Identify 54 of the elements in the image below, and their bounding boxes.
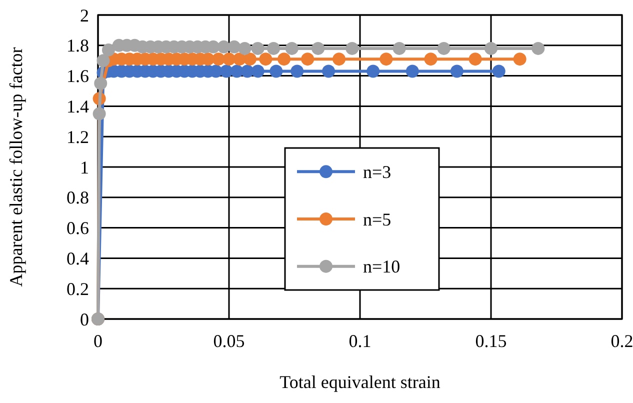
point — [290, 64, 304, 78]
point — [94, 76, 108, 90]
x-tick-label: 0.1 — [348, 331, 372, 351]
point — [238, 42, 252, 55]
point — [285, 42, 298, 55]
x-tick-label: 0 — [94, 331, 102, 351]
y-tick-label: 1 — [80, 157, 89, 178]
point — [92, 107, 106, 120]
legend-label: n=5 — [363, 209, 392, 230]
point — [267, 42, 280, 55]
y-tick-label: 0 — [80, 309, 89, 330]
y-tick-label: 1.8 — [66, 36, 89, 56]
point — [492, 64, 506, 78]
y-tick-label: 0.4 — [66, 248, 89, 268]
x-tick-label: 0.2 — [610, 331, 633, 351]
point — [450, 64, 464, 78]
x-tick-label: 0.05 — [213, 331, 245, 351]
point — [270, 64, 283, 78]
y-tick-label: 1.6 — [66, 66, 89, 86]
y-tick-label: 0.6 — [66, 218, 89, 238]
x-tick-label: 0.15 — [475, 331, 507, 351]
point — [96, 54, 110, 68]
point — [332, 52, 346, 66]
point — [392, 42, 406, 55]
point — [312, 42, 325, 55]
point — [212, 52, 226, 66]
point — [346, 42, 359, 55]
legend-label: n=10 — [363, 256, 400, 277]
point — [102, 43, 115, 56]
point — [437, 42, 450, 55]
y-tick-label: 0.2 — [66, 278, 89, 299]
legend-label: n=3 — [363, 162, 392, 182]
point — [243, 52, 256, 66]
point — [532, 42, 545, 55]
point — [228, 40, 241, 54]
point — [251, 42, 264, 55]
point — [424, 52, 438, 66]
point — [484, 42, 498, 55]
point — [406, 64, 419, 78]
point — [322, 64, 336, 78]
y-tick-label: 1.4 — [66, 96, 89, 116]
point — [259, 52, 272, 66]
point — [468, 52, 482, 66]
point — [251, 64, 264, 78]
point — [513, 52, 526, 66]
point — [278, 52, 291, 66]
y-tick-label: 1.2 — [66, 126, 89, 147]
y-tick-label: 0.8 — [66, 188, 89, 208]
point — [301, 52, 314, 66]
x-axis-title: Total equivalent strain — [280, 372, 440, 392]
point — [380, 52, 393, 66]
point — [366, 64, 380, 78]
y-tick-label: 2 — [80, 5, 89, 26]
y-axis-title: Apparent elastic follow-up factor — [6, 47, 26, 287]
